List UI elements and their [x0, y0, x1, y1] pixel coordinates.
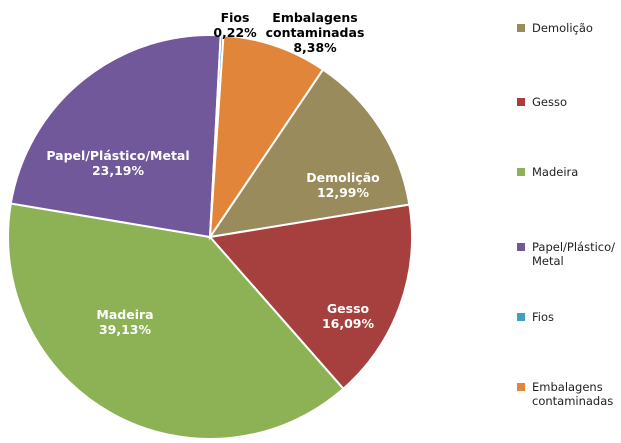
legend-item-embalagens-contaminadas: Embalagens contaminadas — [517, 380, 613, 408]
legend-swatch-papel-plastico-metal — [517, 243, 525, 251]
legend: Demolição Gesso Madeira Papel/Plástico/ … — [517, 0, 621, 443]
legend-label-madeira: Madeira — [532, 165, 579, 179]
legend-label-papel-plastico-metal: Papel/Plástico/ Metal — [532, 240, 616, 268]
legend-item-papel-plastico-metal: Papel/Plástico/ Metal — [517, 240, 615, 268]
legend-label-demolicao: Demolição — [532, 21, 593, 35]
legend-label-gesso: Gesso — [532, 95, 568, 109]
legend-item-madeira: Madeira — [517, 165, 578, 179]
legend-swatch-embalagens-contaminadas — [517, 383, 525, 391]
pie-slice-demolicao — [207, 68, 411, 239]
data-label-gesso: Gesso 16,09% — [322, 301, 375, 331]
legend-swatch-gesso — [517, 98, 525, 106]
legend-item-gesso: Gesso — [517, 95, 567, 109]
legend-item-fios: Fios — [517, 310, 554, 324]
legend-swatch-fios — [517, 313, 525, 321]
data-label-embalagens-contaminadas: Embalagens contaminadas 8,38% — [266, 10, 365, 55]
pie-labels: Demolição 12,99% Gesso 16,09% Madeira 39,13% P… — [46, 10, 380, 337]
data-label-fios: Fios 0,22% — [213, 10, 257, 40]
data-label-papel-plastico-metal: Papel/Plástico/Metal 23,19% — [46, 148, 189, 178]
data-label-madeira: Madeira 39,13% — [96, 307, 153, 337]
legend-swatch-demolicao — [517, 24, 525, 32]
legend-label-fios: Fios — [532, 310, 555, 324]
pie-slice-madeira — [7, 202, 345, 440]
pie-slices — [7, 33, 413, 440]
legend-item-demolicao: Demolição — [517, 21, 593, 35]
data-label-demolicao: Demolição 12,99% — [306, 170, 380, 200]
pie-slice-papel-plastico-metal — [9, 33, 222, 239]
pie-slice-gesso — [208, 203, 413, 391]
legend-swatch-madeira — [517, 168, 525, 176]
legend-label-embalagens-contaminadas: Embalagens contaminadas — [532, 380, 614, 408]
pie-slice-embalagens-contaminadas — [208, 34, 325, 241]
